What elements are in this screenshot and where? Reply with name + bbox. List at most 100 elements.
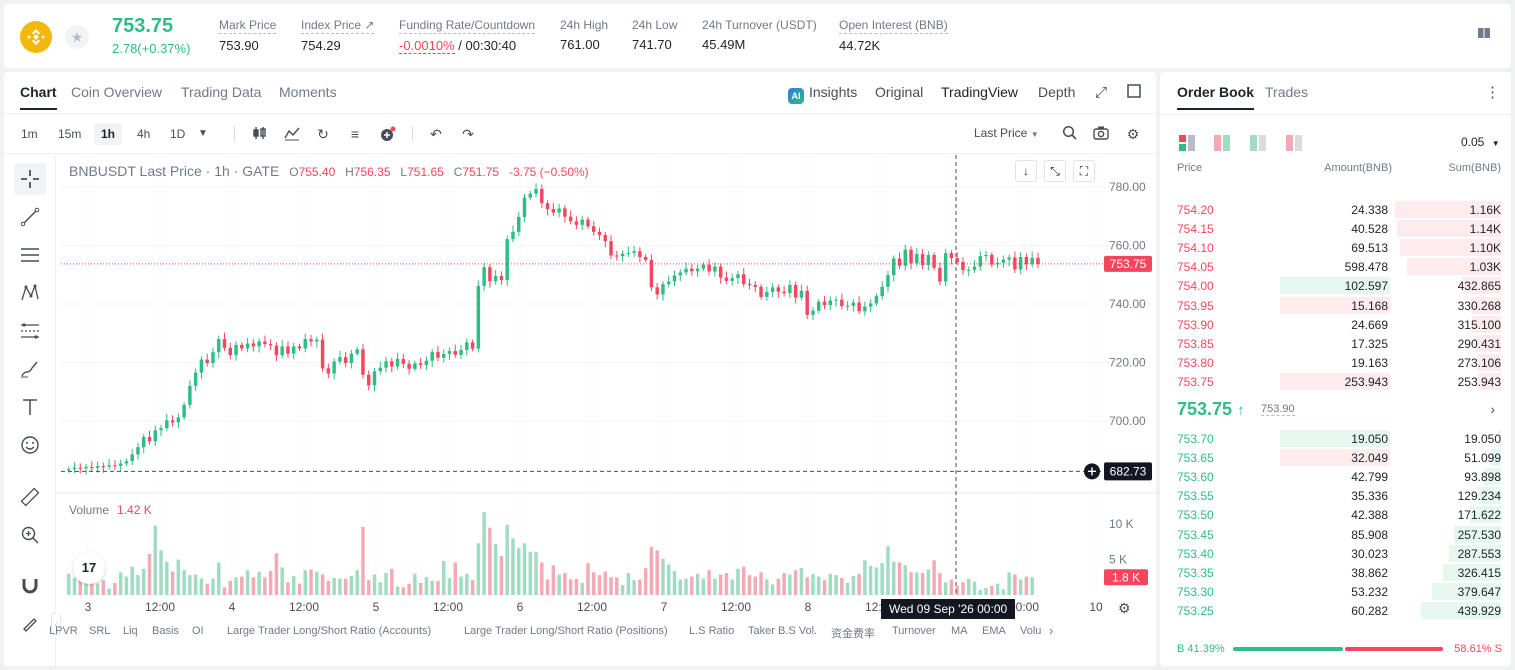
indicator-basis[interactable]: Basis xyxy=(152,625,179,637)
interval-4h[interactable]: 4h xyxy=(137,127,151,141)
fullscreen-icon[interactable]: ⛶ xyxy=(1073,160,1095,182)
book-icon[interactable] xyxy=(1474,26,1494,46)
ruler-tool-icon[interactable] xyxy=(14,481,46,513)
indicator-oi[interactable]: OI xyxy=(192,625,204,637)
bid-row[interactable]: 753.50 42.388 171.622 xyxy=(1160,505,1511,524)
indicator-srl[interactable]: SRL xyxy=(89,625,111,637)
indicator-ema[interactable]: EMA xyxy=(982,625,1006,637)
interval-1h[interactable]: 1h xyxy=(94,123,123,145)
indicators-icon[interactable] xyxy=(283,125,301,143)
tab-coin-overview[interactable]: Coin Overview xyxy=(71,84,163,100)
brush-tool-icon[interactable] xyxy=(14,353,46,385)
ask-row[interactable]: 753.85 17.325 290.431 xyxy=(1160,334,1511,353)
indicator-ls-positions[interactable]: Large Trader Long/Short Ratio (Positions… xyxy=(464,625,668,637)
indicator-taker-vol[interactable]: Taker B.S Vol. xyxy=(748,625,818,637)
parallel-lines-tool-icon[interactable] xyxy=(14,239,46,271)
lock-drawing-tool-icon[interactable] xyxy=(14,607,46,639)
bid-row[interactable]: 753.65 32.049 51.099 xyxy=(1160,448,1511,467)
volume-bar xyxy=(343,578,348,595)
mid-price-row[interactable]: 753.75 ↑ 753.90 › xyxy=(1177,399,1495,423)
layout-both-icon[interactable] xyxy=(1179,135,1195,151)
price-chart[interactable]: 700.00 720.00 740.00 760.00 780.00 5 K 10 K 3 12… xyxy=(56,155,1156,615)
stat-funding-rate[interactable]: Funding Rate/Countdown -0.0010% / 00:30:… xyxy=(399,18,536,54)
indicator-liq[interactable]: Liq xyxy=(123,625,138,637)
templates-icon[interactable]: ≡ xyxy=(350,126,360,142)
pattern-tool-icon[interactable] xyxy=(14,277,46,309)
tab-trading-data[interactable]: Trading Data xyxy=(181,84,262,100)
add-alert-icon[interactable] xyxy=(379,125,397,143)
bid-row[interactable]: 753.70 19.050 19.050 xyxy=(1160,429,1511,448)
search-icon[interactable] xyxy=(1060,125,1078,143)
refresh-icon[interactable]: ↻ xyxy=(317,126,329,142)
volume-bar xyxy=(626,573,631,595)
axis-settings-icon[interactable]: ⚙ xyxy=(1118,600,1131,616)
magnet-tool-icon[interactable] xyxy=(14,569,46,601)
indicator-funding-rate[interactable]: 资金费率 xyxy=(831,628,875,640)
indicator-ls-accounts[interactable]: Large Trader Long/Short Ratio (Accounts) xyxy=(227,625,432,637)
ask-row[interactable]: 754.15 40.528 1.14K xyxy=(1160,219,1511,238)
bid-row[interactable]: 753.25 60.282 439.929 xyxy=(1160,601,1511,620)
trend-line-tool-icon[interactable] xyxy=(14,201,46,233)
bid-row[interactable]: 753.40 30.023 287.553 xyxy=(1160,544,1511,563)
collapse-arrows-icon[interactable]: ⤡ xyxy=(1044,160,1066,182)
volume-bar xyxy=(759,572,763,595)
view-tab-depth[interactable]: Depth xyxy=(1038,84,1076,100)
tab-chart[interactable]: Chart xyxy=(20,84,57,110)
interval-dropdown-icon[interactable]: ▼ xyxy=(198,128,208,139)
tab-moments[interactable]: Moments xyxy=(279,84,337,100)
ask-row[interactable]: 754.10 69.513 1.10K xyxy=(1160,238,1511,257)
ask-row[interactable]: 753.80 19.163 273.106 xyxy=(1160,353,1511,372)
fib-tool-icon[interactable] xyxy=(14,315,46,347)
layout-bids-icon[interactable] xyxy=(1250,135,1266,151)
layout-split-icon[interactable] xyxy=(1214,135,1230,151)
ask-row[interactable]: 753.95 15.168 330.268 xyxy=(1160,296,1511,315)
tick-size-select[interactable]: 0.05 ▼ xyxy=(1461,135,1500,149)
candle-type-icon[interactable] xyxy=(251,125,269,143)
tab-order-book[interactable]: Order Book xyxy=(1177,84,1255,110)
favorite-star-icon[interactable]: ★ xyxy=(65,25,89,49)
crosshair-tool-icon[interactable] xyxy=(14,163,46,195)
redo-icon[interactable]: ↷ xyxy=(462,126,474,142)
price-type-select[interactable]: Last Price ▼ xyxy=(974,126,1039,140)
view-tab-insights[interactable]: AI Insights xyxy=(788,84,857,104)
gear-icon[interactable]: ⚙ xyxy=(1126,126,1140,142)
maximize-icon[interactable] xyxy=(1125,84,1143,103)
stat-index-price[interactable]: Index Price ↗ 754.29 xyxy=(301,18,375,53)
view-tab-tradingview[interactable]: TradingView xyxy=(941,84,1019,100)
bid-row[interactable]: 753.35 38.862 326.415 xyxy=(1160,563,1511,582)
indicator-lpvr[interactable]: LPVR xyxy=(49,625,78,637)
layout-asks-icon[interactable] xyxy=(1286,135,1302,151)
tab-trades[interactable]: Trades xyxy=(1265,84,1309,100)
ask-row[interactable]: 754.00 102.597 432.865 xyxy=(1160,276,1511,295)
indicator-ma[interactable]: MA xyxy=(951,625,968,637)
ask-row[interactable]: 754.05 598.478 1.03K xyxy=(1160,257,1511,276)
zoom-in-tool-icon[interactable] xyxy=(14,519,46,551)
ask-row[interactable]: 753.75 253.943 253.943 xyxy=(1160,372,1511,391)
bid-row[interactable]: 753.55 35.336 129.234 xyxy=(1160,486,1511,505)
indicator-ls-ratio[interactable]: L.S Ratio xyxy=(689,625,735,637)
interval-1d[interactable]: 1D xyxy=(170,127,186,141)
more-vertical-icon[interactable]: ⋮ xyxy=(1485,84,1500,101)
emoji-tool-icon[interactable] xyxy=(14,429,46,461)
volume-bar xyxy=(955,585,959,595)
undo-icon[interactable]: ↶ xyxy=(430,126,442,142)
text-tool-icon[interactable] xyxy=(14,391,46,423)
interval-15m[interactable]: 15m xyxy=(58,127,82,141)
ask-row[interactable]: 753.90 24.669 315.100 xyxy=(1160,315,1511,334)
scroll-down-icon[interactable]: ↓ xyxy=(1015,160,1037,182)
bid-row[interactable]: 753.45 85.908 257.530 xyxy=(1160,525,1511,544)
view-tab-original[interactable]: Original xyxy=(875,84,924,100)
camera-icon[interactable] xyxy=(1092,125,1110,143)
expand-icon[interactable]: ⤢ xyxy=(1094,84,1107,101)
ask-row[interactable]: 754.20 24.338 1.16K xyxy=(1160,200,1511,219)
bid-row[interactable]: 753.30 53.232 379.647 xyxy=(1160,582,1511,601)
indicator-volume[interactable]: Volu xyxy=(1020,625,1042,637)
stat-mark-price[interactable]: Mark Price 753.90 xyxy=(219,18,277,53)
interval-1m[interactable]: 1m xyxy=(21,127,38,141)
tradingview-logo[interactable]: 17 xyxy=(73,552,105,584)
bid-row[interactable]: 753.60 42.799 93.898 xyxy=(1160,467,1511,486)
chevron-right-icon[interactable]: › xyxy=(1049,623,1054,638)
stat-open-interest[interactable]: Open Interest (BNB) 44.72K xyxy=(839,18,948,53)
buy-sell-ratio: B 41.39% 58.61% S xyxy=(1177,642,1502,656)
indicator-turnover[interactable]: Turnover xyxy=(892,625,936,637)
